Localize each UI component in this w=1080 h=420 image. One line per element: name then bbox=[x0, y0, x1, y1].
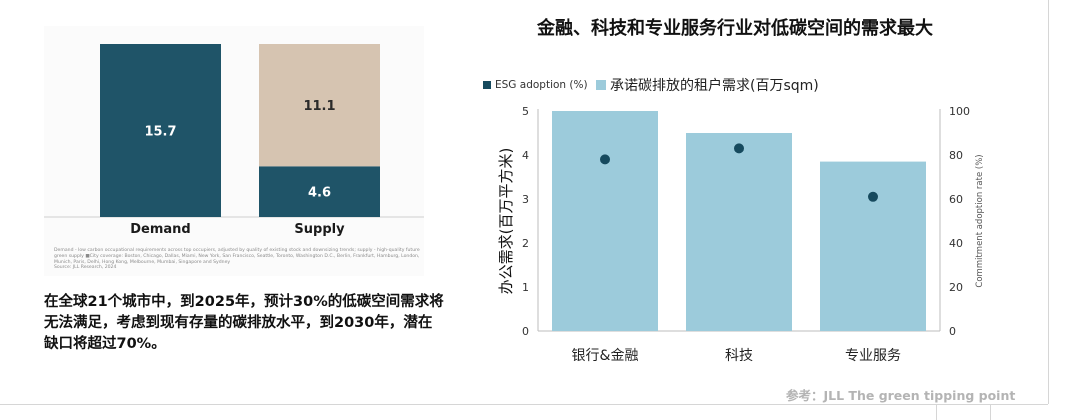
bar-supply bbox=[259, 166, 380, 217]
y-axis-label: 办公需求(百万平方米) bbox=[497, 148, 515, 295]
chart-footnote-text: Demand - low carbon occupational require… bbox=[54, 248, 420, 265]
legend-label-demand: 承诺碳排放的租户需求(百万sqm) bbox=[610, 78, 819, 94]
demand-supply-panel: 15.7 4.6 11.1 Demand Supply Demand - low car… bbox=[44, 26, 424, 276]
bar-value-label: 11.1 bbox=[303, 99, 335, 114]
bar-demand bbox=[100, 44, 221, 217]
y2-tick-label: 0 bbox=[949, 325, 956, 338]
y-tick-label: 4 bbox=[522, 149, 529, 162]
legend-swatch-light bbox=[596, 80, 606, 90]
esg-adoption-dot bbox=[868, 191, 878, 202]
legend-label-esg: ESG adoption (%) bbox=[495, 79, 588, 91]
bar-supply bbox=[259, 44, 380, 167]
y2-axis-label: Commitment adoption rate (%) bbox=[975, 154, 985, 287]
legend-item-esg: ESG adoption (%) bbox=[483, 78, 588, 92]
y-tick-label: 5 bbox=[522, 105, 529, 118]
category-label: 科技 bbox=[725, 348, 753, 364]
chart-footnote: Demand - low carbon occupational require… bbox=[54, 248, 422, 271]
esg-adoption-dot bbox=[600, 154, 610, 165]
summary-text: 在全球21个城市中，到2025年，预计30%的低碳空间需求将无法满足，考虑到现有… bbox=[44, 294, 444, 352]
y-tick-label: 2 bbox=[522, 237, 529, 250]
demand-supply-chart: 15.7 4.6 11.1 Demand Supply bbox=[44, 44, 424, 237]
bar-value-label: 15.7 bbox=[144, 125, 176, 140]
y-tick-label: 1 bbox=[522, 281, 529, 294]
slide-border-bottom bbox=[0, 404, 1048, 405]
y2-tick-label: 100 bbox=[949, 105, 970, 118]
demand-bar bbox=[686, 133, 792, 331]
corner-line bbox=[990, 404, 991, 420]
chart-footnote-source: Source: JLL Research, 2024 bbox=[54, 265, 117, 271]
category-label: 专业服务 bbox=[845, 348, 901, 364]
y2-tick-label: 40 bbox=[949, 237, 963, 250]
slide-border-right bbox=[1048, 0, 1049, 404]
y-tick-label: 3 bbox=[522, 193, 529, 206]
corner-line bbox=[936, 404, 937, 420]
y2-tick-label: 60 bbox=[949, 193, 963, 206]
category-label: Supply bbox=[294, 222, 345, 237]
bar-value-label: 4.6 bbox=[308, 186, 331, 201]
source-reference: 参考：JLL The green tipping point bbox=[786, 388, 1016, 403]
demand-bar bbox=[552, 111, 658, 331]
legend-swatch-dark bbox=[483, 81, 491, 89]
category-label: 银行&金融 bbox=[572, 348, 639, 364]
legend-item-demand: 承诺碳排放的租户需求(百万sqm) bbox=[596, 78, 819, 94]
y-tick-label: 0 bbox=[522, 325, 529, 338]
demand-bar bbox=[820, 161, 926, 331]
esg-adoption-dot bbox=[734, 143, 744, 154]
category-label: Demand bbox=[130, 222, 191, 237]
y2-tick-label: 80 bbox=[949, 149, 963, 162]
chart-title: 金融、科技和专业服务行业对低碳空间的需求最大 bbox=[537, 18, 933, 39]
y2-tick-label: 20 bbox=[949, 281, 963, 294]
